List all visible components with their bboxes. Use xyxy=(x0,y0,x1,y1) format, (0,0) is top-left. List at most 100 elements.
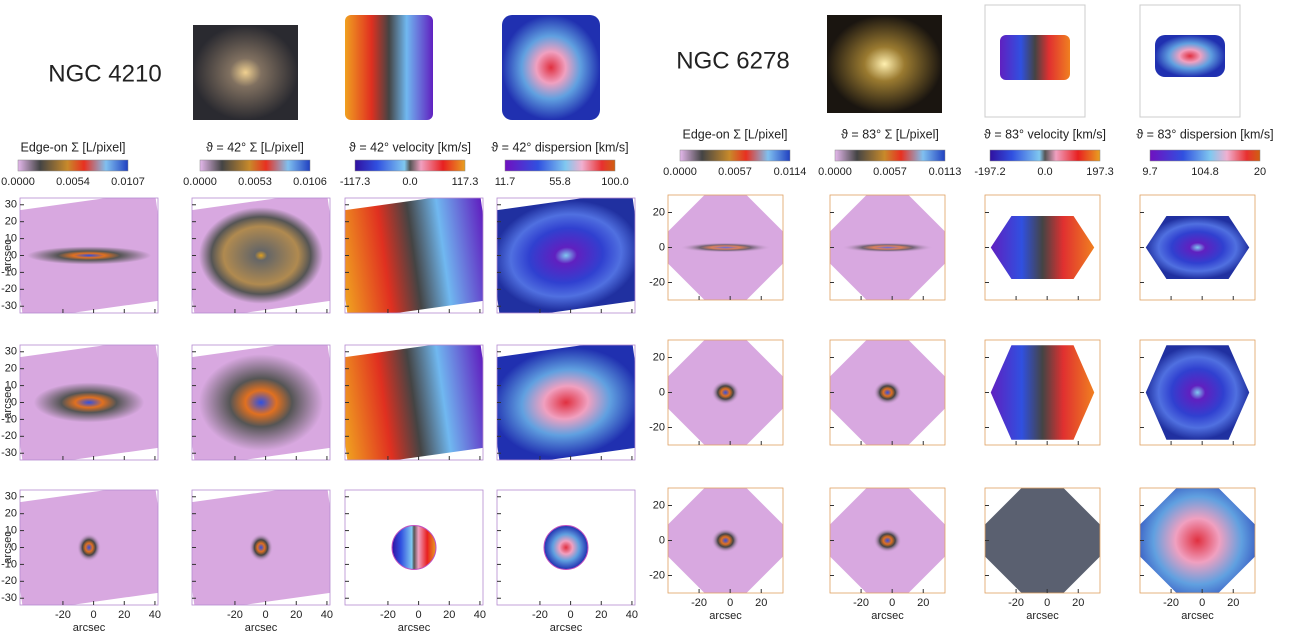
y-tick-label: 20 xyxy=(653,499,665,511)
colorbar-tick-label: 0.0000 xyxy=(183,176,217,188)
panel xyxy=(192,198,330,313)
colorbar-tick-label: 104.8 xyxy=(1191,166,1219,178)
panel xyxy=(668,340,783,445)
colorbar-tick-label: 0.0053 xyxy=(238,176,272,188)
colorbar xyxy=(17,159,129,172)
colorbar-tick-label: 197.3 xyxy=(1086,166,1114,178)
x-axis-label: arcsec xyxy=(1026,610,1059,622)
colorbar-tick-label: 55.8 xyxy=(549,176,570,188)
dispersion-map xyxy=(502,15,600,120)
panel xyxy=(20,345,158,460)
x-axis-label: arcsec xyxy=(550,622,583,632)
colorbar-label: Edge-on Σ [L/pixel] xyxy=(682,127,787,141)
y-tick-label: 20 xyxy=(5,216,17,228)
velocity-map xyxy=(1000,35,1070,80)
x-axis-label: arcsec xyxy=(1181,610,1214,622)
colorbar-tick-label: 0.0000 xyxy=(1,176,35,188)
surface-density xyxy=(249,533,273,562)
y-tick-label: 10 xyxy=(5,524,17,536)
kinematic-map xyxy=(497,198,635,313)
colorbar xyxy=(1149,149,1261,162)
kinematic-map xyxy=(1145,345,1250,440)
panel xyxy=(668,195,783,300)
colorbar-tick-label: -197.2 xyxy=(974,166,1005,178)
x-tick-label: 20 xyxy=(755,597,767,609)
panel xyxy=(192,490,330,605)
x-tick-label: 0 xyxy=(727,597,733,609)
colorbar-label: ϑ = 83° dispersion [km/s] xyxy=(1136,127,1273,141)
panel xyxy=(1140,488,1255,593)
y-tick-label: 20 xyxy=(653,351,665,363)
y-tick-label: 0 xyxy=(659,386,665,398)
x-tick-label: -20 xyxy=(1163,597,1179,609)
colorbar xyxy=(504,159,616,172)
colorbar-label: Edge-on Σ [L/pixel] xyxy=(20,140,125,154)
dispersion-map xyxy=(1155,35,1225,77)
colorbar-tick-label: 100.0 xyxy=(601,176,629,188)
x-tick-label: 20 xyxy=(1227,597,1239,609)
y-tick-label: 30 xyxy=(5,491,17,503)
colorbar-tick-label: 20 xyxy=(1254,166,1266,178)
x-tick-label: 0 xyxy=(416,609,422,621)
colorbar-tick-label: 0.0107 xyxy=(111,176,145,188)
velocity-map xyxy=(345,15,433,120)
kinematic-map xyxy=(990,345,1095,440)
panel xyxy=(345,198,483,313)
x-axis-label: arcsec xyxy=(871,610,904,622)
panel xyxy=(1145,345,1250,440)
y-tick-label: 10 xyxy=(5,379,17,391)
colorbar-tick-label: 117.3 xyxy=(452,176,479,188)
y-tick-label: 0 xyxy=(11,249,17,261)
surface-density xyxy=(711,380,740,405)
panel xyxy=(830,195,945,300)
surface-density xyxy=(841,242,934,253)
panel xyxy=(830,488,945,593)
colorbar-tick-label: 0.0113 xyxy=(929,166,962,178)
surface-density xyxy=(77,533,101,562)
y-tick-label: -20 xyxy=(649,276,665,288)
panel xyxy=(20,198,158,313)
panel xyxy=(985,488,1100,593)
x-tick-label: 0 xyxy=(1044,597,1050,609)
y-tick-label: -20 xyxy=(1,575,17,587)
y-tick-label: -20 xyxy=(1,430,17,442)
y-tick-label: -30 xyxy=(1,300,17,312)
y-tick-label: -30 xyxy=(1,447,17,459)
colorbar-tick-label: 0.0000 xyxy=(663,166,697,178)
colorbar-tick-label: -117.3 xyxy=(340,176,370,188)
surface-density xyxy=(873,380,902,405)
panel xyxy=(20,490,158,605)
y-axis-label: arcsec xyxy=(2,386,14,419)
kinematic-map xyxy=(497,345,635,460)
colorbar xyxy=(354,159,466,172)
panel xyxy=(345,345,483,460)
x-tick-label: 40 xyxy=(626,609,638,621)
x-tick-label: 0 xyxy=(889,597,895,609)
x-tick-label: 20 xyxy=(443,609,455,621)
surface-density xyxy=(198,354,324,451)
panel xyxy=(497,198,635,313)
colorbar-label: ϑ = 42° Σ [L/pixel] xyxy=(206,140,304,154)
colorbar-label: ϑ = 42° velocity [km/s] xyxy=(349,140,471,154)
panel xyxy=(1145,216,1250,279)
colorbar xyxy=(989,149,1101,162)
y-tick-label: -30 xyxy=(1,592,17,604)
y-tick-label: -20 xyxy=(649,569,665,581)
colorbar-label: ϑ = 83° Σ [L/pixel] xyxy=(841,127,939,141)
y-tick-label: -20 xyxy=(1,283,17,295)
y-tick-label: -10 xyxy=(1,558,17,570)
x-tick-label: 40 xyxy=(321,609,333,621)
x-tick-label: 20 xyxy=(595,609,607,621)
x-tick-label: 20 xyxy=(290,609,302,621)
colorbar-tick-label: 0.0054 xyxy=(56,176,90,188)
y-tick-label: -10 xyxy=(1,413,17,425)
kinematic-map xyxy=(345,198,483,313)
kinematic-map xyxy=(990,216,1095,279)
x-axis-label: arcsec xyxy=(245,622,278,632)
colorbar-tick-label: 9.7 xyxy=(1142,166,1157,178)
y-tick-label: 20 xyxy=(5,508,17,520)
x-tick-label: 0 xyxy=(568,609,574,621)
y-tick-label: 30 xyxy=(5,199,17,211)
x-tick-label: 20 xyxy=(1072,597,1084,609)
